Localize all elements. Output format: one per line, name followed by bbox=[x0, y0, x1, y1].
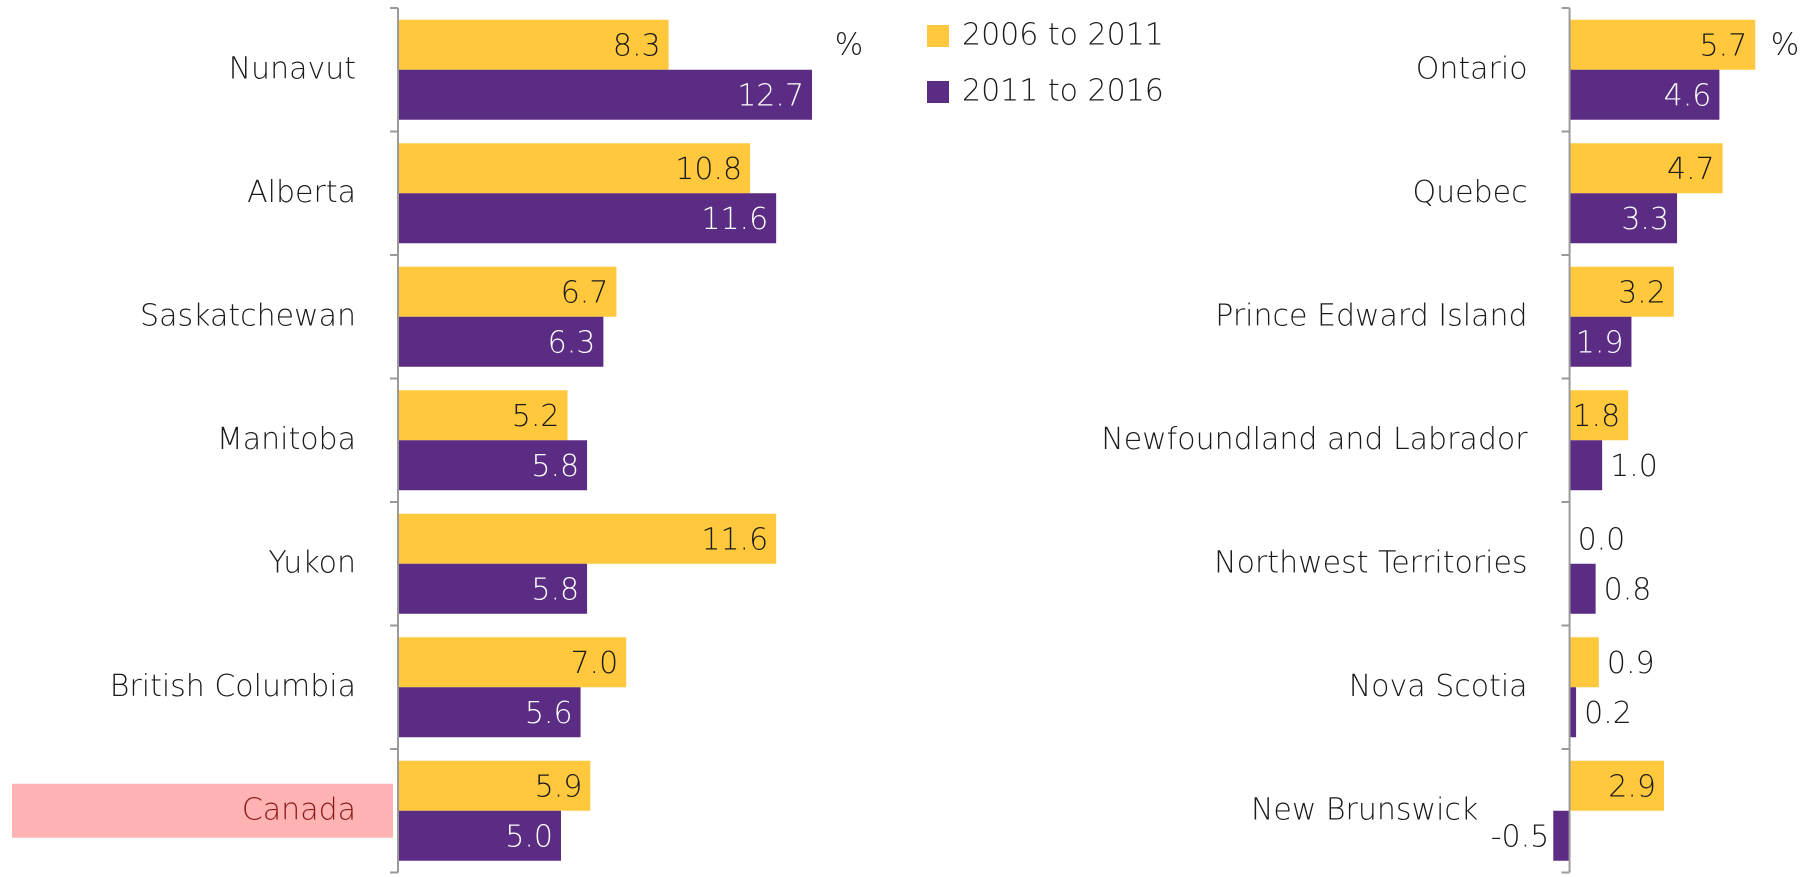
value-label: 0.8 bbox=[1604, 572, 1652, 607]
bar bbox=[398, 316, 604, 367]
value-label: 11.6 bbox=[701, 202, 768, 237]
unit-label: % bbox=[1771, 28, 1800, 63]
category-label: New Brunswick bbox=[1251, 792, 1478, 827]
category-label: Ontario bbox=[1416, 51, 1528, 86]
bar bbox=[398, 810, 561, 861]
bar bbox=[1569, 390, 1629, 441]
category-label: Yukon bbox=[268, 545, 356, 580]
value-label: 0.9 bbox=[1607, 646, 1655, 681]
value-label: 5.7 bbox=[1700, 28, 1748, 63]
bar bbox=[398, 390, 568, 441]
legend-label: 2006 to 2011 bbox=[962, 18, 1164, 53]
value-label: 5.9 bbox=[535, 769, 583, 804]
value-label: 4.7 bbox=[1667, 152, 1715, 187]
category-label: Nova Scotia bbox=[1349, 669, 1528, 704]
value-label: 10.8 bbox=[675, 152, 742, 187]
value-label: 5.2 bbox=[512, 399, 560, 434]
value-label: 1.9 bbox=[1576, 325, 1624, 360]
category-label: Canada bbox=[242, 792, 356, 827]
value-label: 8.3 bbox=[613, 28, 661, 63]
series: 4.6 3.3 1.9 1.0 0.8 0.2 -0.5 bbox=[1491, 69, 1720, 861]
value-label: -0.5 bbox=[1491, 819, 1550, 854]
category-label: Newfoundland and Labrador bbox=[1101, 422, 1528, 457]
category-label: Nunavut bbox=[229, 51, 356, 86]
bar bbox=[1569, 69, 1720, 120]
value-label: 0.2 bbox=[1584, 696, 1632, 731]
value-label: 3.2 bbox=[1618, 275, 1666, 310]
value-label: 4.6 bbox=[1664, 78, 1712, 113]
bar bbox=[1569, 19, 1756, 70]
bar bbox=[398, 513, 777, 564]
highlight bbox=[12, 783, 393, 838]
category-label: Alberta bbox=[247, 175, 356, 210]
series: 5.7 4.7 3.2 1.8 0.0 0.9 2.9 bbox=[1569, 19, 1756, 811]
bar bbox=[398, 19, 669, 70]
bar bbox=[1569, 563, 1596, 614]
value-label: 11.6 bbox=[701, 522, 768, 557]
legend-swatch bbox=[927, 25, 949, 47]
value-label: 1.0 bbox=[1610, 449, 1658, 484]
bar bbox=[398, 143, 751, 194]
value-label: 6.7 bbox=[561, 275, 609, 310]
bar bbox=[398, 440, 588, 491]
value-label: 5.8 bbox=[531, 572, 579, 607]
value-label: 5.0 bbox=[505, 819, 553, 854]
series: 12.7 11.6 6.3 5.8 5.8 5.6 5.0 bbox=[398, 69, 813, 861]
bar bbox=[1569, 266, 1674, 317]
bar bbox=[398, 563, 588, 614]
bar bbox=[1553, 810, 1570, 861]
bar bbox=[1569, 637, 1599, 688]
category-label: Northwest Territories bbox=[1214, 545, 1527, 580]
category-label: Quebec bbox=[1412, 175, 1527, 210]
value-label: 7.0 bbox=[570, 646, 618, 681]
bar bbox=[1569, 316, 1632, 367]
value-label: 6.3 bbox=[548, 325, 596, 360]
bar bbox=[1569, 440, 1603, 491]
bar bbox=[398, 687, 581, 738]
value-label: 2.9 bbox=[1608, 769, 1656, 804]
value-label: 0.0 bbox=[1578, 522, 1626, 557]
value-label: 5.8 bbox=[531, 449, 579, 484]
bar bbox=[398, 266, 617, 317]
bar bbox=[398, 760, 591, 811]
bar bbox=[1569, 143, 1723, 194]
value-label: 3.3 bbox=[1621, 202, 1669, 237]
category-label: British Columbia bbox=[110, 669, 356, 704]
value-label: 1.8 bbox=[1572, 399, 1620, 434]
legend-swatch bbox=[927, 81, 949, 103]
bar bbox=[1569, 760, 1665, 811]
bar bbox=[1569, 687, 1577, 738]
bar bbox=[398, 69, 813, 120]
value-label: 5.6 bbox=[525, 696, 573, 731]
value-label: 12.7 bbox=[737, 78, 804, 113]
category-label: Manitoba bbox=[217, 422, 356, 457]
series: 8.3 10.8 6.7 5.2 11.6 7.0 5.9 bbox=[398, 19, 777, 811]
unit-label: % bbox=[835, 28, 864, 63]
category-label: Saskatchewan bbox=[140, 298, 356, 333]
bar bbox=[1569, 193, 1678, 244]
bar bbox=[398, 637, 627, 688]
bar bbox=[398, 193, 777, 244]
category-label: Prince Edward Island bbox=[1215, 298, 1527, 333]
legend-label: 2011 to 2016 bbox=[962, 74, 1164, 109]
